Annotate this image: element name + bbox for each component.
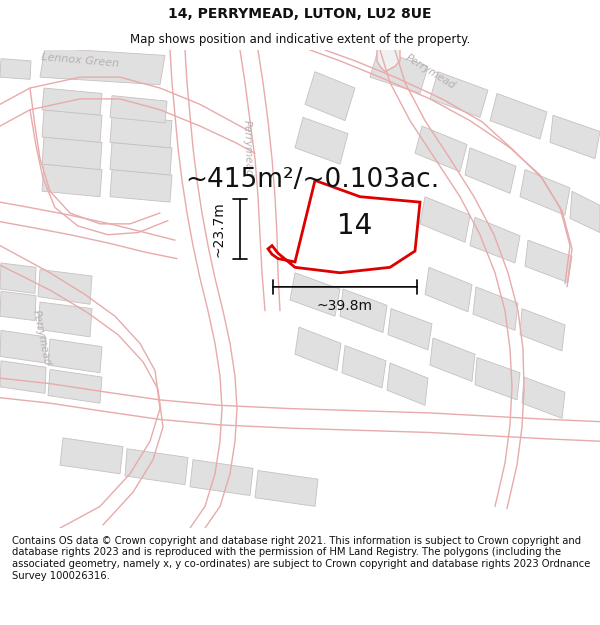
Text: ~415m²/~0.103ac.: ~415m²/~0.103ac.: [185, 168, 439, 193]
Polygon shape: [40, 48, 165, 85]
Polygon shape: [430, 72, 488, 118]
Text: Perrymead: Perrymead: [242, 119, 254, 176]
Polygon shape: [525, 240, 572, 282]
Text: 14: 14: [337, 212, 373, 240]
Polygon shape: [295, 327, 341, 371]
Polygon shape: [430, 338, 475, 381]
Polygon shape: [377, 42, 400, 72]
Polygon shape: [0, 291, 36, 321]
Polygon shape: [550, 115, 600, 159]
Polygon shape: [42, 137, 102, 169]
Polygon shape: [520, 169, 570, 215]
Text: Contains OS data © Crown copyright and database right 2021. This information is : Contains OS data © Crown copyright and d…: [12, 536, 590, 581]
Text: Lennox Green: Lennox Green: [41, 52, 119, 69]
Polygon shape: [295, 118, 348, 164]
Polygon shape: [387, 363, 428, 406]
Text: Perrymead: Perrymead: [31, 309, 53, 367]
Polygon shape: [255, 471, 318, 506]
Polygon shape: [0, 331, 46, 363]
Polygon shape: [520, 309, 565, 351]
Polygon shape: [268, 181, 420, 272]
Polygon shape: [110, 169, 172, 202]
Polygon shape: [475, 357, 520, 400]
Polygon shape: [465, 148, 516, 194]
Polygon shape: [0, 59, 31, 79]
Polygon shape: [38, 269, 92, 304]
Polygon shape: [388, 309, 432, 350]
Polygon shape: [42, 88, 102, 115]
Text: 14, PERRYMEAD, LUTON, LU2 8UE: 14, PERRYMEAD, LUTON, LU2 8UE: [168, 7, 432, 21]
Polygon shape: [420, 197, 470, 242]
Polygon shape: [110, 115, 172, 148]
Polygon shape: [470, 217, 520, 263]
Polygon shape: [48, 369, 102, 403]
Polygon shape: [570, 191, 600, 232]
Polygon shape: [110, 96, 167, 122]
Polygon shape: [290, 272, 340, 316]
Polygon shape: [473, 287, 518, 331]
Polygon shape: [490, 94, 547, 139]
Polygon shape: [340, 289, 387, 332]
Polygon shape: [125, 449, 188, 484]
Polygon shape: [42, 164, 102, 197]
Polygon shape: [370, 50, 428, 94]
Polygon shape: [415, 126, 467, 172]
Polygon shape: [190, 459, 253, 496]
Text: ~23.7m: ~23.7m: [211, 201, 225, 257]
Text: ~39.8m: ~39.8m: [317, 299, 373, 314]
Polygon shape: [38, 302, 92, 337]
Text: Map shows position and indicative extent of the property.: Map shows position and indicative extent…: [130, 32, 470, 46]
Polygon shape: [0, 361, 46, 393]
Polygon shape: [110, 142, 172, 175]
Polygon shape: [305, 72, 355, 121]
Polygon shape: [48, 339, 102, 372]
Polygon shape: [60, 438, 123, 474]
Text: Perrymead: Perrymead: [403, 52, 457, 91]
Polygon shape: [42, 110, 102, 142]
Polygon shape: [425, 268, 472, 312]
Polygon shape: [522, 377, 565, 418]
Polygon shape: [0, 263, 36, 293]
Polygon shape: [342, 346, 386, 388]
